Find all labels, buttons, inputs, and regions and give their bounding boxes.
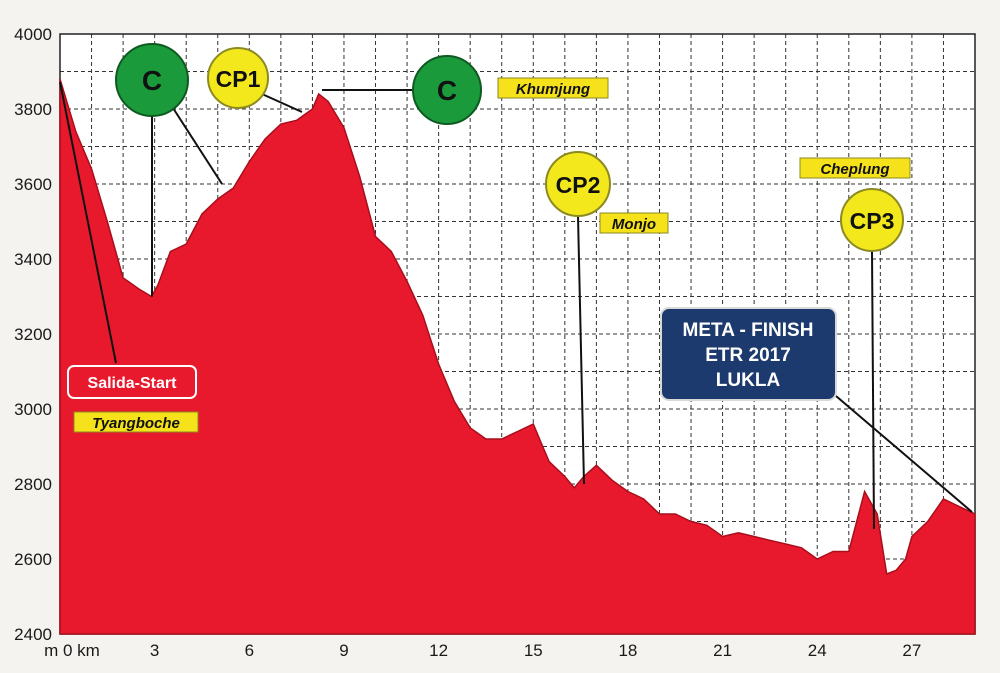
leader-start [59,81,117,364]
x-tick-label: 18 [618,641,637,660]
tyangboche-label: Tyangboche [92,415,180,432]
x-tick-label: 15 [524,641,543,660]
checkpoint-cp1-marker: CP1 [207,47,269,109]
checkpoint-c-left-label: C [142,65,162,96]
leader-cp2 [577,215,585,485]
checkpoint-cp3-marker: CP3 [840,188,904,252]
elevation-area [59,78,976,635]
x-tick-label: 3 [150,641,159,660]
y-tick-label: 3400 [14,250,52,269]
checkpoint-c-right-label: C [437,75,457,106]
y-tick-label: 3600 [14,175,52,194]
tyangboche-tag: Tyangboche [73,411,199,433]
leader-c-left-to-slope [172,107,223,185]
x-tick-label: 24 [808,641,827,660]
start-label: Salida-Start [88,375,178,392]
finish-line-1: META - FINISH [683,320,814,341]
leader-cp1 [261,93,303,113]
khumjung-tag: Khumjung [497,77,609,99]
y-tick-label: 2600 [14,550,52,569]
y-tick-label: 3200 [14,325,52,344]
checkpoint-cp3-label: CP3 [850,208,895,234]
cheplung-tag: Cheplung [799,157,911,179]
y-tick-label: 2800 [14,475,52,494]
checkpoint-c-left-marker: C [115,43,189,117]
x-tick-label: m 0 km [44,641,100,660]
axis-ticks: 2400 2600 2800 3000 3200 3400 3600 3800 4000 m 0 … [14,25,921,660]
finish-box: META - FINISH ETR 2017 LUKLA [660,307,837,401]
cheplung-label: Cheplung [820,161,889,178]
monjo-tag: Monjo [599,212,669,234]
x-tick-label: 6 [245,641,254,660]
finish-line-2: ETR 2017 [705,345,791,366]
x-tick-label: 21 [713,641,732,660]
y-tick-label: 3800 [14,100,52,119]
leader-finish [835,395,973,513]
monjo-label: Monjo [612,216,656,233]
y-tick-label: 2400 [14,625,52,644]
checkpoint-c-right-marker: C [412,55,482,125]
finish-line-3: LUKLA [716,370,781,391]
x-tick-label: 12 [429,641,448,660]
y-tick-label: 3000 [14,400,52,419]
leader-lines [59,81,973,530]
start-box: Salida-Start [67,365,197,399]
x-tick-label: 9 [339,641,348,660]
annotations: C CP1 C CP2 CP3 Khumjung M [59,43,973,530]
y-tick-label: 4000 [14,25,52,44]
checkpoint-cp2-marker: CP2 [545,151,611,217]
x-tick-label: 27 [902,641,921,660]
leader-cp3 [871,250,875,530]
checkpoint-cp2-label: CP2 [556,172,601,198]
khumjung-label: Khumjung [516,81,590,98]
checkpoint-cp1-label: CP1 [216,66,261,92]
